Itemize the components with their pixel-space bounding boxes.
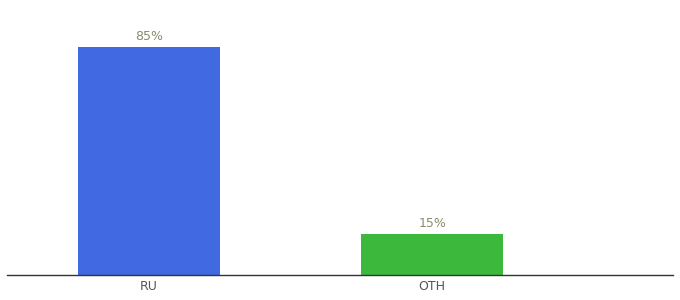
- Text: 15%: 15%: [418, 218, 446, 230]
- Bar: [361, 234, 503, 274]
- Text: 85%: 85%: [135, 30, 163, 43]
- Bar: [78, 47, 220, 274]
